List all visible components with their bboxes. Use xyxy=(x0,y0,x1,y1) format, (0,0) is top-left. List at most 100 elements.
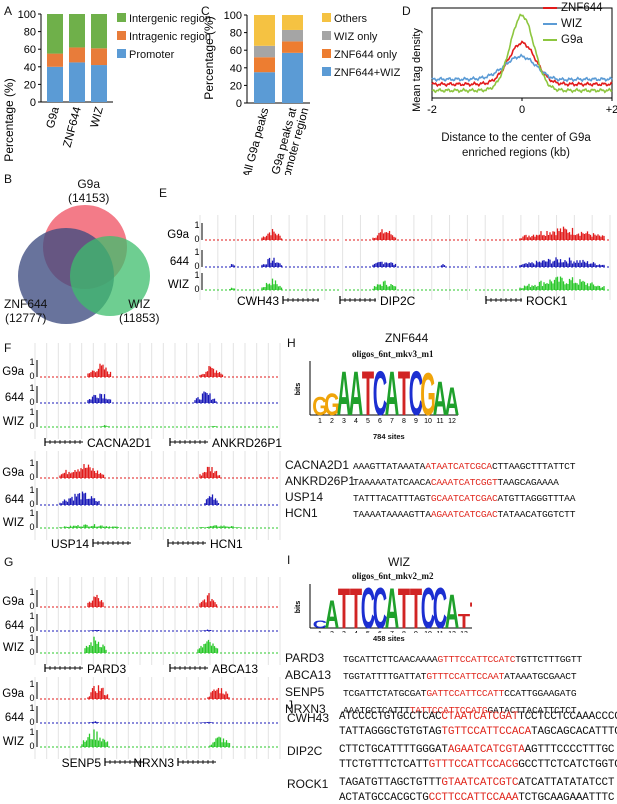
motif-i-subtitle: oligos_6nt_mkv2_m2 xyxy=(352,571,434,581)
track-label: G9a xyxy=(2,467,24,479)
gene-label: USP14 xyxy=(51,537,89,551)
panel-label-a: A xyxy=(4,4,13,18)
y-tick-label: 100 xyxy=(224,10,242,22)
bar-segment xyxy=(254,72,275,103)
track-scale-min: 0 xyxy=(29,625,34,635)
motif-h-sites: 784 sites xyxy=(373,432,405,441)
track-label: G9a xyxy=(2,688,24,700)
y-tick-label: 0 xyxy=(30,97,36,109)
flanking-sequence: TGCATTCTTCAACAAAA xyxy=(343,654,438,665)
sequence-gene-label: ANKRD26P1 xyxy=(285,474,356,488)
chart-d: -2 0 +2 Mean tag density xyxy=(411,7,617,116)
track-scale-min: 0 xyxy=(29,522,34,532)
motif-i-title: WIZ xyxy=(388,555,410,569)
flanking-sequence: TCGATTCTATGCGAT xyxy=(343,688,427,699)
logo-letter: T xyxy=(398,578,410,633)
venn-g9a-label: G9a (14153) xyxy=(68,177,110,205)
flanking-sequence: TAGCAGCACATTTG xyxy=(531,726,617,738)
motif-match: ATAATCATCGCA xyxy=(425,461,492,472)
track-label: WIZ xyxy=(3,517,24,529)
x-tick-label: 0 xyxy=(519,104,525,116)
y-tick-label: 100 xyxy=(18,9,36,21)
panel-label-e: E xyxy=(159,186,168,200)
series-line xyxy=(431,13,613,94)
track-scale-max: 1 xyxy=(29,633,34,643)
series-line xyxy=(431,40,613,88)
track-label: WIZ xyxy=(3,416,24,428)
chart-c-ylabel: Percentage (%) xyxy=(202,16,216,99)
flanking-sequence: ACTATGCCACGCTG xyxy=(339,792,429,804)
track-label: G9a xyxy=(167,229,189,241)
track-scale-max: 1 xyxy=(29,508,34,518)
logo-position: 2 xyxy=(330,418,334,425)
motif-match: GATTCCATTCCATT xyxy=(426,688,505,699)
logo-position: 5 xyxy=(366,631,370,633)
sequence-row: USP14 TATTTACATTTAGTGCAATCATCGACATGTTAGGG… xyxy=(285,490,576,504)
logo-position: 8 xyxy=(402,418,406,425)
logo-letter: C xyxy=(361,578,375,633)
sequence-gene-label: PARD3 xyxy=(285,651,325,665)
sequence-row: ABCA13 TGGTATTTTGATTATGTTTCCATTCCAATATAAA… xyxy=(285,668,577,682)
bar-segment xyxy=(282,29,303,42)
bar-segment xyxy=(282,52,303,103)
legend-intergenic: Intergenic region xyxy=(117,10,211,28)
logo-letter: A xyxy=(325,591,339,633)
sequence-row: ANKRD26P1TAAAAATATCAACACAAATCATCGGTTAAGC… xyxy=(285,474,559,488)
motif-match: CCTTCCATTCCAAA xyxy=(428,792,519,804)
flanking-sequence: TGGTATTTTGATTAT xyxy=(343,671,427,682)
panel-j-gene-label: CWH43 xyxy=(287,711,330,725)
panel-j-gene-label: ROCK1 xyxy=(287,777,329,791)
flanking-sequence: TAAAATAAAAGTTA xyxy=(353,509,431,520)
sequence-row: SENP5 TCGATTCTATGCGATGATTCCATTCCATTCCATTG… xyxy=(285,685,577,699)
logo-position: 11 xyxy=(436,418,443,425)
logo-letter: T xyxy=(350,578,362,633)
logo-position: 6 xyxy=(378,631,382,633)
x-tick-label: ZNF644 xyxy=(62,105,84,149)
logo-position: 1 xyxy=(318,631,322,633)
bar-segment xyxy=(282,15,303,30)
track-scale-max: 1 xyxy=(194,270,199,280)
y-tick-label: 60 xyxy=(24,44,36,56)
logo-letter: C xyxy=(373,358,387,428)
track-scale-min: 0 xyxy=(29,397,34,407)
track-label: 644 xyxy=(5,620,25,632)
track-label: 644 xyxy=(170,256,190,268)
motif-match: AGAATCATCGAC xyxy=(430,509,498,520)
logo-position: 12 xyxy=(448,631,456,633)
bar-segment xyxy=(47,53,63,67)
logo-letter: G xyxy=(312,392,328,421)
flanking-sequence: TATAACATGGTCTT xyxy=(497,509,576,520)
panel-label-b: B xyxy=(4,172,13,186)
logo-position: 1 xyxy=(318,418,322,425)
logo-position: 11 xyxy=(436,631,443,633)
flanking-sequence: ATGTTAGGGTTTAA xyxy=(497,493,576,504)
logo-position: 7 xyxy=(390,418,394,425)
logo-position: 9 xyxy=(414,418,418,425)
flanking-sequence: TATTAGGGCTGTGTAG xyxy=(339,726,442,738)
motif-h-subtitle: oligos_6nt_mkv3_m1 xyxy=(352,349,434,359)
logo-position: 10 xyxy=(424,418,432,425)
track-scale-max: 1 xyxy=(29,587,34,597)
sequence-gene-label: SENP5 xyxy=(285,685,325,699)
bar-segment xyxy=(69,14,85,48)
motif-match: TATTCCATTCCATG xyxy=(409,705,488,716)
logo-letter: A xyxy=(385,358,399,428)
legend-d-wiz: WIZ xyxy=(543,16,603,32)
gene-label: ANKRD26P1 xyxy=(212,436,282,450)
venn-wiz-label: WIZ (11853) xyxy=(119,297,160,325)
logo-position: 13 xyxy=(460,631,468,633)
panel-label-j: J xyxy=(287,698,293,712)
flanking-sequence: AAATGCTCATTT xyxy=(343,705,410,716)
legend-znf-wiz: ZNF644+WIZ xyxy=(322,64,400,82)
flanking-sequence: TCCTCCTCCAAACCCC xyxy=(518,711,617,723)
track-scale-min: 0 xyxy=(194,234,199,244)
chart-d-xlabel: Distance to the center of G9a enriched r… xyxy=(441,132,591,159)
motif-match: GTTTCCATTCCAAT xyxy=(426,671,505,682)
logo-letter: G xyxy=(324,386,340,422)
flanking-sequence: GCCTTCTCATCTGGTGT xyxy=(518,759,617,771)
y-tick-label: 80 xyxy=(24,27,36,39)
flanking-sequence: TAAGCAGAAAA xyxy=(497,477,559,488)
flanking-sequence: GATACTTACATTCTCT xyxy=(487,705,577,716)
sequence-row: HCN1 TAAAATAAAAGTTAAGAATCATCGACTATAACATGG… xyxy=(285,506,576,520)
